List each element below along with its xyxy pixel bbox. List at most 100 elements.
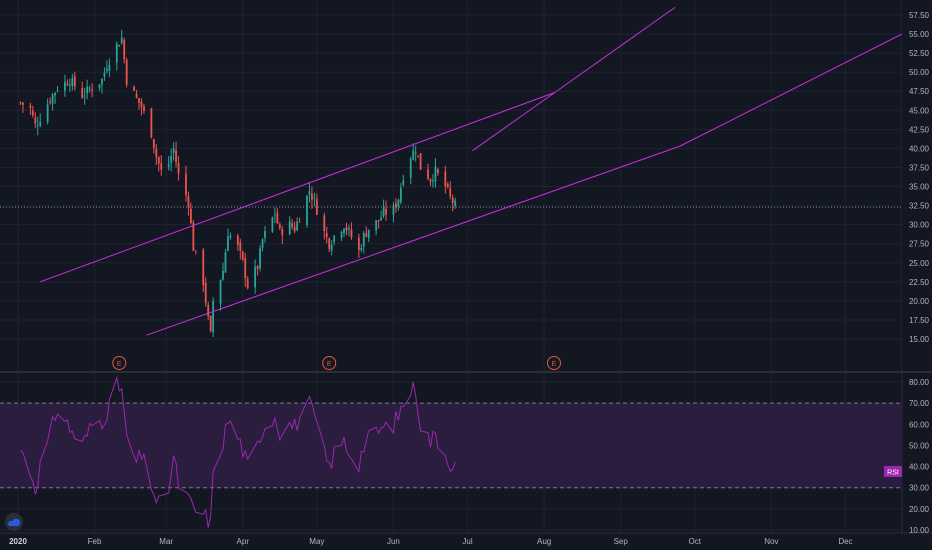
candle[interactable] [412,143,415,161]
candle[interactable] [160,155,163,176]
candle[interactable] [434,158,437,188]
candle[interactable] [22,102,24,113]
candle[interactable] [244,252,247,288]
candle[interactable] [29,102,32,115]
candle[interactable] [377,219,380,229]
candle[interactable] [143,103,145,115]
candle[interactable] [348,224,350,237]
candle[interactable] [276,208,279,225]
candle[interactable] [278,221,281,231]
candle[interactable] [66,79,69,87]
candle[interactable] [187,191,190,216]
candle[interactable] [444,165,447,194]
candle[interactable] [140,98,143,116]
candle[interactable] [222,262,224,281]
candle[interactable] [204,277,207,307]
candle[interactable] [293,221,296,234]
candle[interactable] [264,226,266,243]
candle[interactable] [101,78,103,94]
candle[interactable] [152,138,155,154]
candle[interactable] [328,237,331,253]
candle[interactable] [409,156,412,185]
rsi-pane[interactable] [0,375,902,528]
candle[interactable] [51,93,54,111]
candle[interactable] [308,182,311,203]
candle[interactable] [73,71,76,91]
candle[interactable] [36,116,39,136]
candle[interactable] [380,210,382,221]
candle[interactable] [343,227,345,237]
candle[interactable] [451,194,454,212]
candle[interactable] [192,219,195,252]
channel-upper-extension-line[interactable] [472,6,676,152]
candle[interactable] [432,173,434,188]
candle[interactable] [155,143,158,165]
candle[interactable] [246,276,249,290]
candle[interactable] [175,141,177,168]
candle[interactable] [417,155,420,158]
candle[interactable] [239,238,242,260]
candle[interactable] [19,101,22,106]
candle[interactable] [360,244,363,253]
candle[interactable] [281,225,284,245]
candle[interactable] [315,193,318,216]
earnings-marker-icon[interactable]: E [546,356,561,370]
candle[interactable] [135,89,138,99]
candle[interactable] [325,226,328,244]
candle[interactable] [115,41,118,71]
candle[interactable] [118,44,121,47]
candle[interactable] [414,145,417,162]
candle[interactable] [91,83,93,98]
candle[interactable] [123,37,126,64]
candle[interactable] [271,216,274,233]
candle[interactable] [311,186,313,209]
candle[interactable] [120,29,123,45]
candle[interactable] [34,112,37,129]
candle[interactable] [54,92,56,104]
candle[interactable] [207,301,210,321]
candle[interactable] [88,85,91,93]
candle[interactable] [437,168,439,176]
candle[interactable] [190,202,192,225]
candle[interactable] [419,153,422,170]
candle[interactable] [202,247,205,293]
candle[interactable] [429,178,432,187]
candle[interactable] [313,192,316,207]
earnings-marker-icon[interactable]: E [112,356,127,370]
candle[interactable] [103,67,106,81]
candle[interactable] [288,216,291,236]
channel-upper-line[interactable] [40,92,555,283]
rsi-axis[interactable]: 80.00 70.00 60.00 50.00 40.00 30.00 20.00 10.00… [884,378,930,535]
candle[interactable] [81,81,84,99]
candle[interactable] [254,259,257,294]
earnings-marker-icon[interactable]: E [322,356,337,370]
candle[interactable] [138,97,140,110]
channel-lower-line[interactable] [146,145,681,336]
candle[interactable] [306,194,308,228]
candle[interactable] [375,220,378,236]
candle[interactable] [427,163,429,181]
candle[interactable] [39,113,42,128]
candle[interactable] [64,74,66,97]
candle[interactable] [133,85,135,91]
candle[interactable] [365,226,368,238]
candle[interactable] [170,148,173,172]
candle[interactable] [185,165,187,202]
candle[interactable] [259,245,261,272]
candle[interactable] [194,250,197,255]
candle[interactable] [345,222,348,236]
candle[interactable] [446,181,449,189]
candle[interactable] [298,217,301,223]
candle[interactable] [385,200,387,221]
price-axis[interactable]: 57.50 55.00 52.50 50.00 47.50 45.00 42.50 40.00… [909,11,930,344]
candle[interactable] [49,97,52,105]
candle[interactable] [395,198,397,213]
candle[interactable] [399,183,402,205]
candle[interactable] [83,87,86,105]
candle[interactable] [108,58,111,78]
candle[interactable] [125,57,128,88]
candle[interactable] [219,279,222,311]
candle[interactable] [330,240,333,256]
